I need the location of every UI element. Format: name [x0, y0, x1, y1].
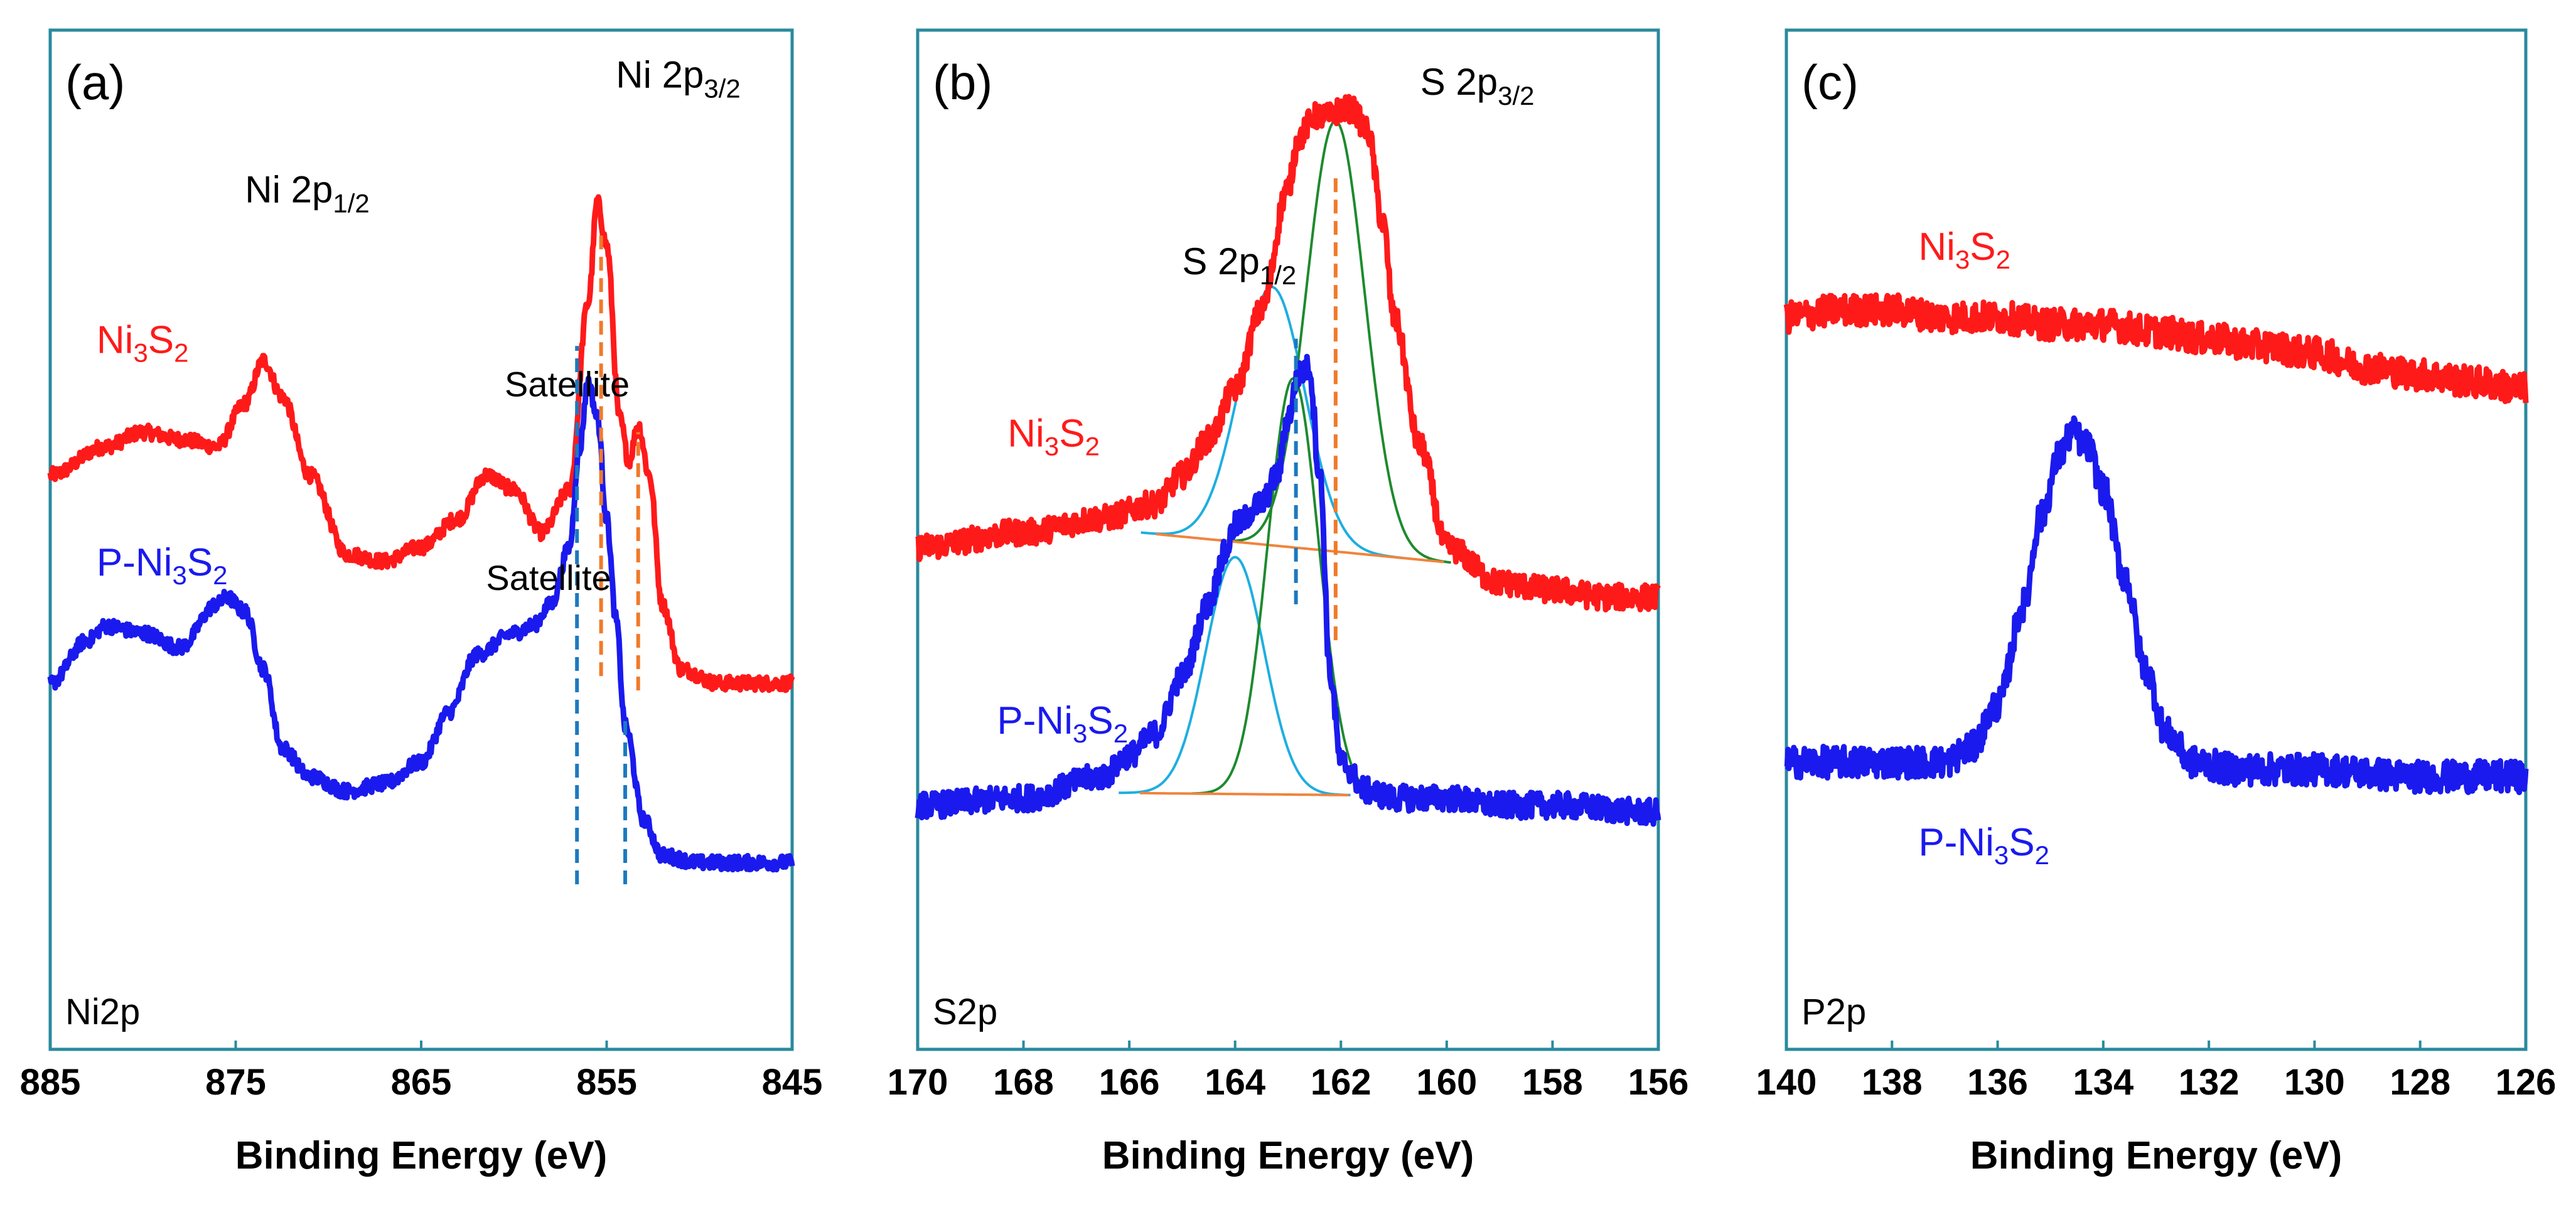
- core-level-label: Ni2p: [65, 992, 140, 1032]
- x-tick-label: 130: [2284, 1062, 2345, 1103]
- x-tick-label: 128: [2390, 1062, 2450, 1103]
- panel-label: (b): [933, 55, 992, 110]
- series-label: Ni3S2: [97, 319, 189, 368]
- series-line: [47, 194, 795, 693]
- series-line: [1784, 415, 2529, 795]
- peak-annotation: S 2p1/2: [1182, 240, 1296, 290]
- fit-curve: [1156, 533, 1444, 564]
- fit-curve: [1191, 377, 1393, 797]
- x-tick-label: 855: [576, 1062, 637, 1103]
- panel-label: (c): [1801, 55, 1859, 110]
- core-level-label: S2p: [933, 992, 997, 1032]
- plot-frame: [1784, 28, 2528, 1051]
- series-label: P-Ni3S2: [97, 541, 228, 590]
- panel-b: 170 168 166 164 162 160 158 156 Binding Energy (…: [888, 28, 1689, 1177]
- x-tick-label: 875: [205, 1062, 266, 1103]
- series-label: P-Ni3S2: [997, 699, 1128, 748]
- x-tick-label: 166: [1099, 1062, 1160, 1103]
- x-tick-label: 134: [2073, 1062, 2133, 1103]
- peak-annotation: Satellite: [505, 364, 630, 404]
- series-label: P-Ni3S2: [1918, 821, 2049, 870]
- panel-a: 885 875 865 855 845 Binding Energy (eV) (a) Ni2…: [20, 28, 823, 1177]
- peak-annotation: Ni 2p3/2: [616, 53, 740, 103]
- x-tick-label: 158: [1522, 1062, 1583, 1103]
- x-tick-label: 885: [20, 1062, 81, 1103]
- x-axis-label: Binding Energy (eV): [1102, 1134, 1474, 1177]
- x-tick-label: 132: [2179, 1062, 2240, 1103]
- series-line: [1783, 292, 2529, 404]
- x-tick-label: 845: [762, 1062, 823, 1103]
- panel-c: 140 138 136 134 132 130 128 126 Binding Energy (…: [1756, 28, 2557, 1177]
- x-tick-label: 138: [1862, 1062, 1923, 1103]
- x-tick-label: 126: [2496, 1062, 2557, 1103]
- x-tick-label: 162: [1311, 1062, 1371, 1103]
- series-label: Ni3S2: [1007, 412, 1100, 461]
- fit-curve: [1119, 555, 1351, 796]
- series-line: [915, 353, 1661, 827]
- peak-annotation: Satellite: [486, 558, 611, 597]
- x-tick-label: 164: [1205, 1062, 1265, 1103]
- peak-annotation: Ni 2p1/2: [245, 168, 369, 218]
- series-line: [915, 94, 1661, 613]
- panel-label: (a): [65, 55, 125, 110]
- series-label: Ni3S2: [1918, 225, 2010, 274]
- fit-curve: [1139, 791, 1349, 796]
- fit-curve: [1140, 286, 1403, 559]
- series-line: [47, 375, 795, 873]
- x-tick-label: 156: [1628, 1062, 1689, 1103]
- x-tick-label: 168: [993, 1062, 1054, 1103]
- peak-annotation: S 2p3/2: [1420, 61, 1535, 110]
- x-tick-label: 865: [391, 1062, 452, 1103]
- x-tick-label: 160: [1416, 1062, 1477, 1103]
- core-level-label: P2p: [1801, 992, 1866, 1032]
- x-tick-label: 136: [1967, 1062, 2028, 1103]
- x-axis-label: Binding Energy (eV): [1970, 1134, 2342, 1177]
- x-tick-label: 170: [888, 1062, 948, 1103]
- x-axis-label: Binding Energy (eV): [235, 1134, 607, 1177]
- x-tick-label: 140: [1756, 1062, 1817, 1103]
